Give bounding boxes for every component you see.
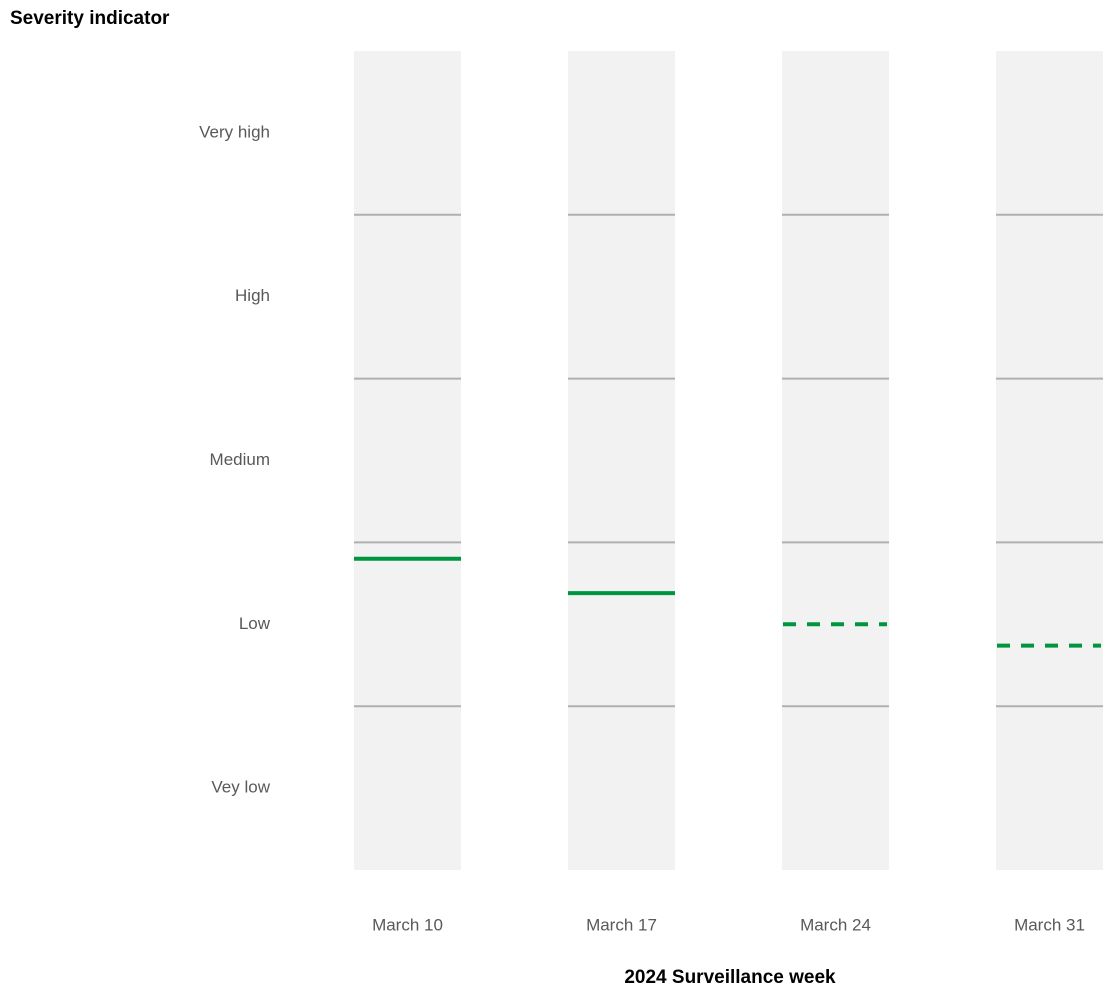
y-tick-label: Low — [239, 614, 271, 633]
column-band — [568, 51, 675, 870]
y-tick-label: Medium — [210, 450, 270, 469]
column-band — [996, 51, 1103, 870]
chart-title: Severity indicator — [10, 8, 170, 29]
y-tick-label: Very high — [199, 122, 270, 141]
column-band — [782, 51, 889, 870]
x-axis-title: 2024 Surveillance week — [624, 967, 836, 988]
y-tick-label: Vey low — [211, 778, 270, 797]
column-band — [354, 51, 461, 870]
y-tick-label: High — [235, 286, 270, 305]
x-tick-label: March 17 — [586, 915, 657, 934]
x-tick-label: March 24 — [800, 915, 871, 934]
x-tick-label: March 31 — [1014, 915, 1085, 934]
x-tick-label: March 10 — [372, 915, 443, 934]
